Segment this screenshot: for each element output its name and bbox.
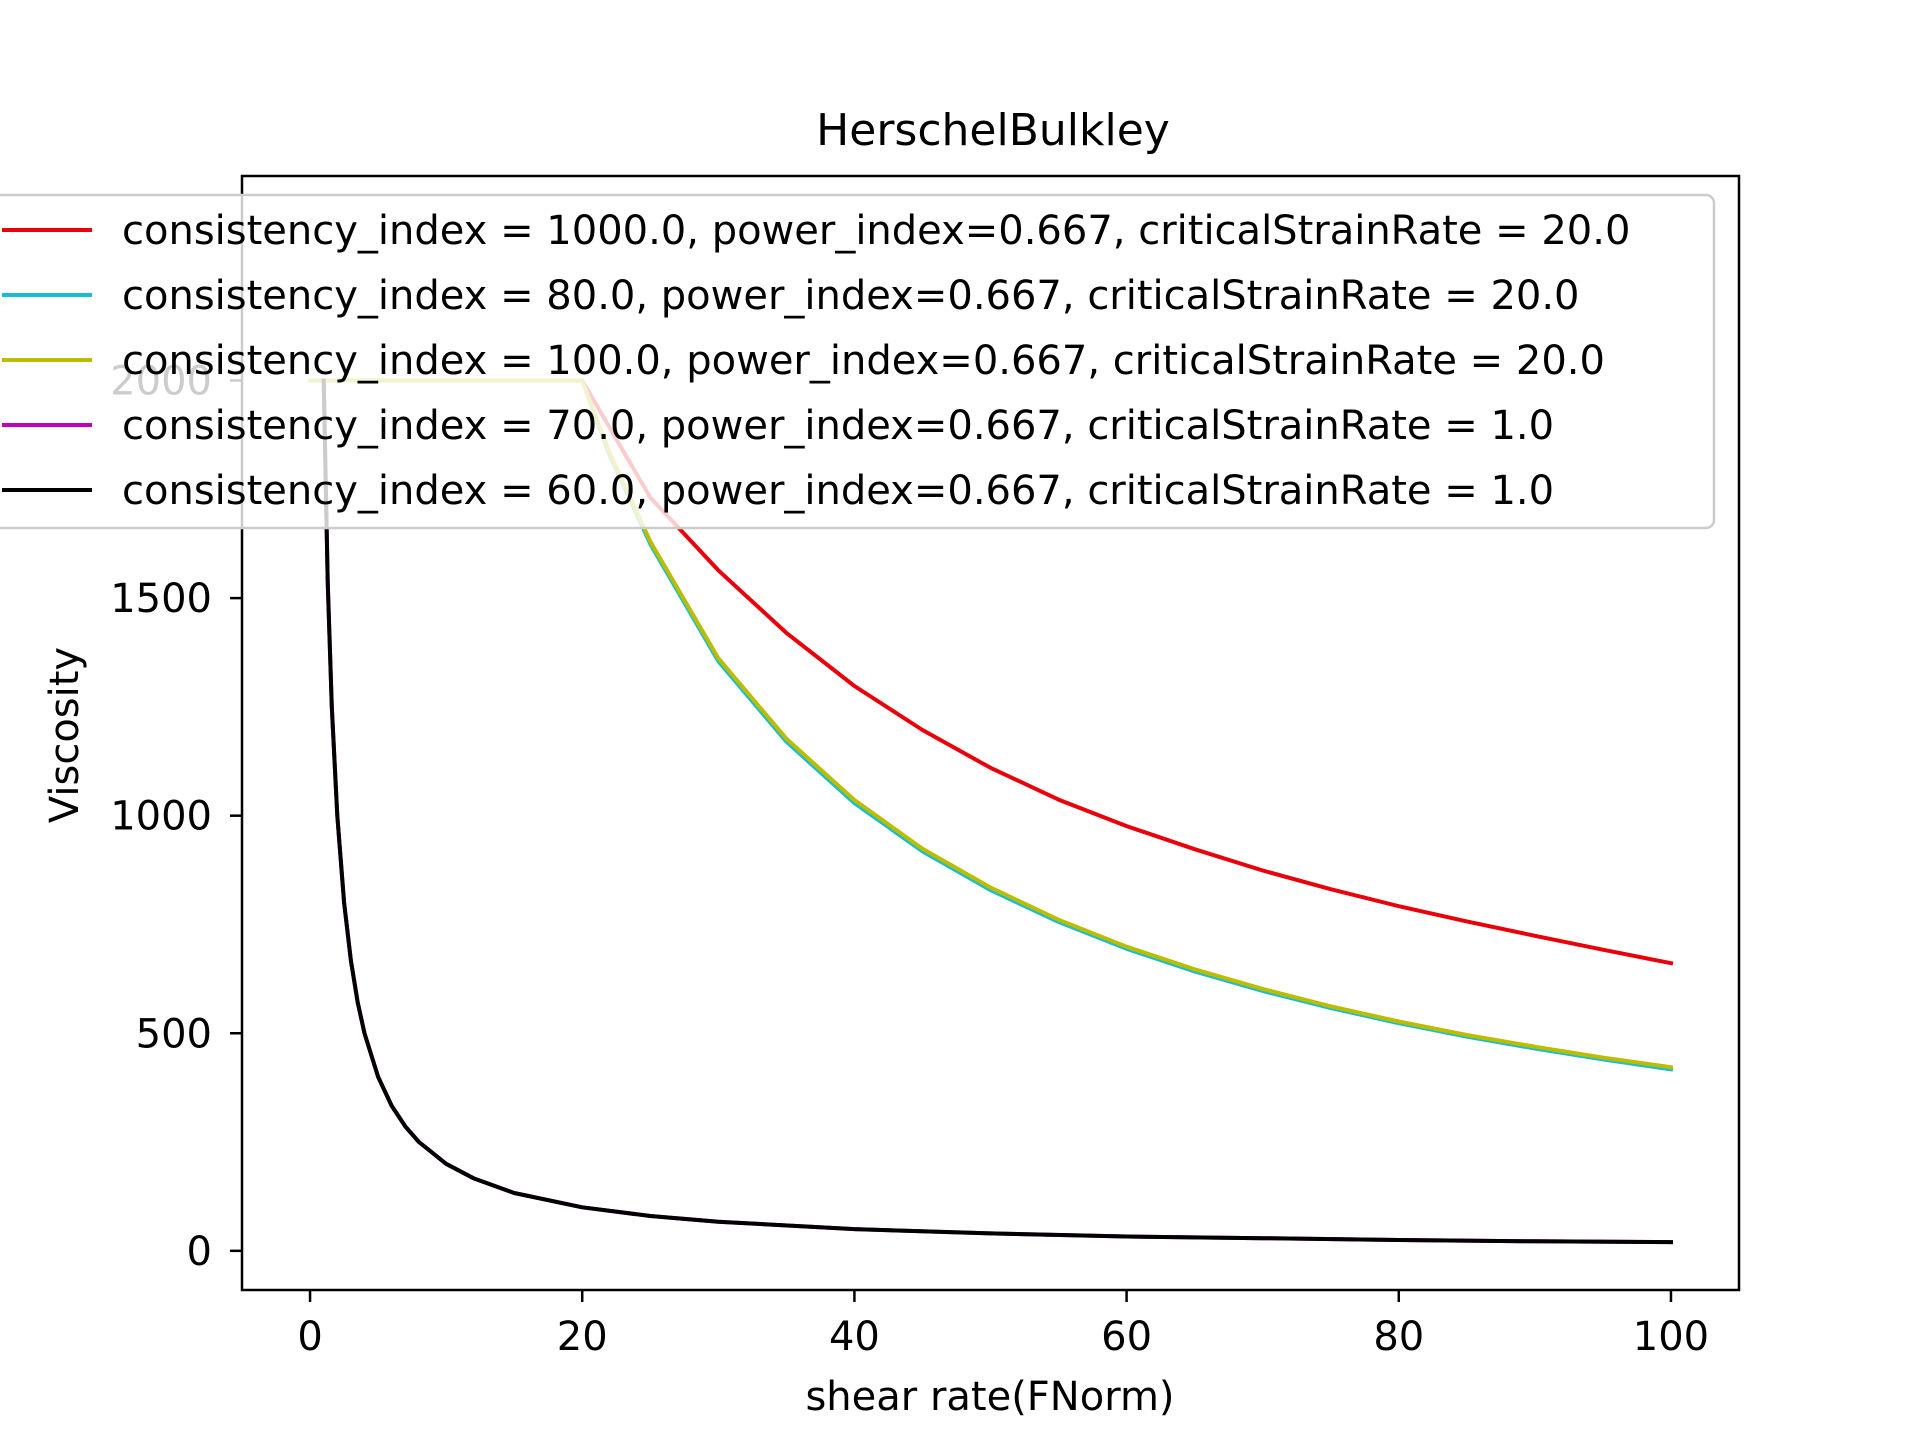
legend-label-1: consistency_index = 1000.0, power_index=… (122, 208, 1630, 254)
legend: consistency_index = 1000.0, power_index=… (0, 193, 1716, 530)
legend-label-3: consistency_index = 100.0, power_index=0… (122, 338, 1605, 384)
y-tick-label: 0 (187, 1229, 212, 1275)
x-tick-label: 0 (297, 1314, 322, 1360)
series-line-1 (308, 378, 1674, 966)
y-tick-label: 1500 (110, 576, 212, 622)
legend-box (0, 193, 1716, 530)
x-tick-label: 40 (829, 1314, 880, 1360)
plot-lines (308, 378, 1674, 1245)
plot-frame (240, 174, 1741, 1292)
series-line-3 (308, 378, 1674, 1070)
x-tick-label: 100 (1633, 1314, 1709, 1360)
legend-label-5: consistency_index = 60.0, power_index=0.… (122, 468, 1554, 514)
x-tick-label: 20 (557, 1314, 608, 1360)
x-tick-label: 80 (1373, 1314, 1424, 1360)
legend-label-2: consistency_index = 80.0, power_index=0.… (122, 273, 1580, 319)
x-axis-label: shear rate(FNorm) (805, 1374, 1174, 1420)
x-axis: 0 20 40 60 80 100 (297, 1290, 1709, 1360)
y-tick-label: 500 (136, 1011, 212, 1057)
series-line-5 (321, 378, 1674, 1245)
y-axis-label: Viscosity (42, 647, 88, 823)
x-tick-label: 60 (1101, 1314, 1152, 1360)
y-tick-label: 1000 (110, 794, 212, 840)
legend-label-4: consistency_index = 70.0, power_index=0.… (122, 403, 1554, 449)
chart-title: HerschelBulkley (816, 105, 1170, 156)
